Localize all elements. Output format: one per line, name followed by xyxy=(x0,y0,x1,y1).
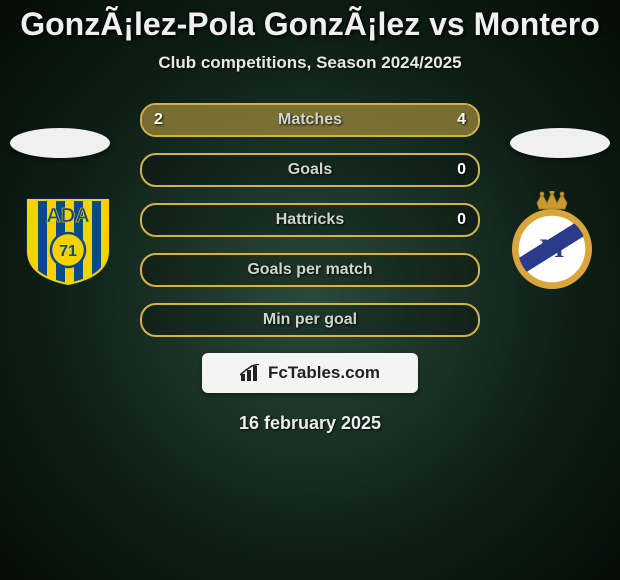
stat-right-value: 4 xyxy=(457,111,466,129)
stat-row-min-per-goal: Min per goal xyxy=(140,303,480,337)
badge-number: 71 xyxy=(59,243,77,260)
badge-letters: ADA xyxy=(46,205,89,227)
brand-box[interactable]: FcTables.com xyxy=(202,353,418,393)
right-flag-oval xyxy=(510,128,610,158)
brand-text: FcTables.com xyxy=(268,363,380,383)
stat-row-matches: 2 Matches 4 xyxy=(140,103,480,137)
real-madrid-badge-icon: M xyxy=(509,191,609,296)
page-title: GonzÃ¡lez-Pola GonzÃ¡lez vs Montero xyxy=(0,6,620,43)
flag-shape xyxy=(10,128,110,158)
subtitle: Club competitions, Season 2024/2025 xyxy=(0,53,620,73)
stat-bars: 2 Matches 4 Goals 0 Hattricks 0 Goals pe… xyxy=(140,103,480,337)
flag-shape xyxy=(510,128,610,158)
stat-row-goals: Goals 0 xyxy=(140,153,480,187)
stat-label: Hattricks xyxy=(142,211,478,229)
stat-label: Matches xyxy=(142,111,478,129)
stat-row-hattricks: Hattricks 0 xyxy=(140,203,480,237)
left-flag-oval xyxy=(10,128,110,158)
left-club-badge: ADA 71 xyxy=(18,196,118,296)
stat-right-value: 0 xyxy=(457,161,466,179)
stat-label: Goals per match xyxy=(142,261,478,279)
stat-row-goals-per-match: Goals per match xyxy=(140,253,480,287)
bar-chart-icon xyxy=(240,364,262,382)
stat-right-value: 0 xyxy=(457,211,466,229)
right-club-badge: M xyxy=(502,196,602,296)
date-text: 16 february 2025 xyxy=(0,413,620,434)
ada-alcorcon-badge-icon: ADA 71 xyxy=(18,196,118,291)
stat-label: Goals xyxy=(142,161,478,179)
stat-label: Min per goal xyxy=(142,311,478,329)
badge-letters: M xyxy=(540,234,565,263)
